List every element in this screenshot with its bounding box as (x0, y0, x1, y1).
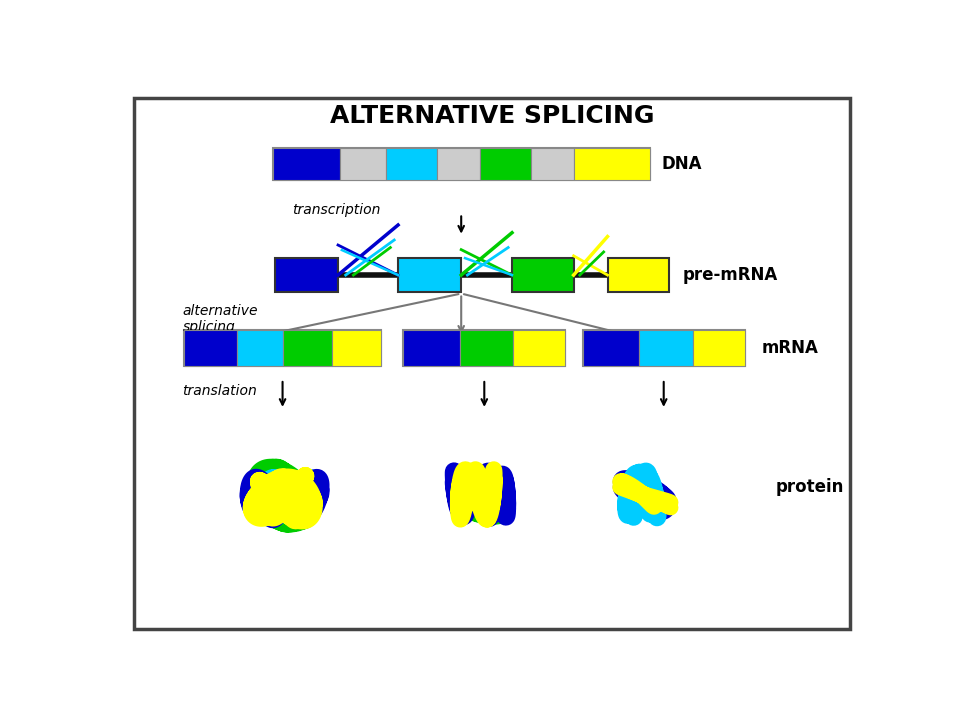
Bar (480, 148, 531, 180)
Bar (574, 148, 650, 180)
Bar (273, 148, 341, 180)
Text: protein: protein (776, 478, 844, 496)
Bar (583, 330, 639, 366)
Bar (512, 258, 574, 292)
Bar (341, 148, 386, 180)
Bar (184, 330, 237, 366)
Bar (273, 148, 650, 180)
Bar (514, 330, 565, 366)
Bar (403, 330, 460, 366)
Bar (237, 330, 282, 366)
Text: mRNA: mRNA (761, 339, 818, 357)
Bar (282, 330, 332, 366)
Text: ALTERNATIVE SPLICING: ALTERNATIVE SPLICING (329, 104, 655, 127)
Text: pre-mRNA: pre-mRNA (683, 266, 779, 284)
Bar (693, 330, 745, 366)
Bar (403, 330, 565, 366)
Bar (583, 330, 745, 366)
Bar (608, 258, 669, 292)
Text: transcription: transcription (292, 202, 380, 217)
Bar (531, 148, 574, 180)
Text: translation: translation (182, 384, 257, 397)
Text: alternative
splicing: alternative splicing (182, 304, 258, 334)
Bar (184, 330, 381, 366)
Bar (386, 148, 437, 180)
Bar (437, 148, 480, 180)
Bar (460, 330, 514, 366)
Bar (639, 330, 693, 366)
Bar (275, 258, 338, 292)
Bar (332, 330, 381, 366)
Bar (398, 258, 461, 292)
Text: DNA: DNA (661, 156, 702, 174)
